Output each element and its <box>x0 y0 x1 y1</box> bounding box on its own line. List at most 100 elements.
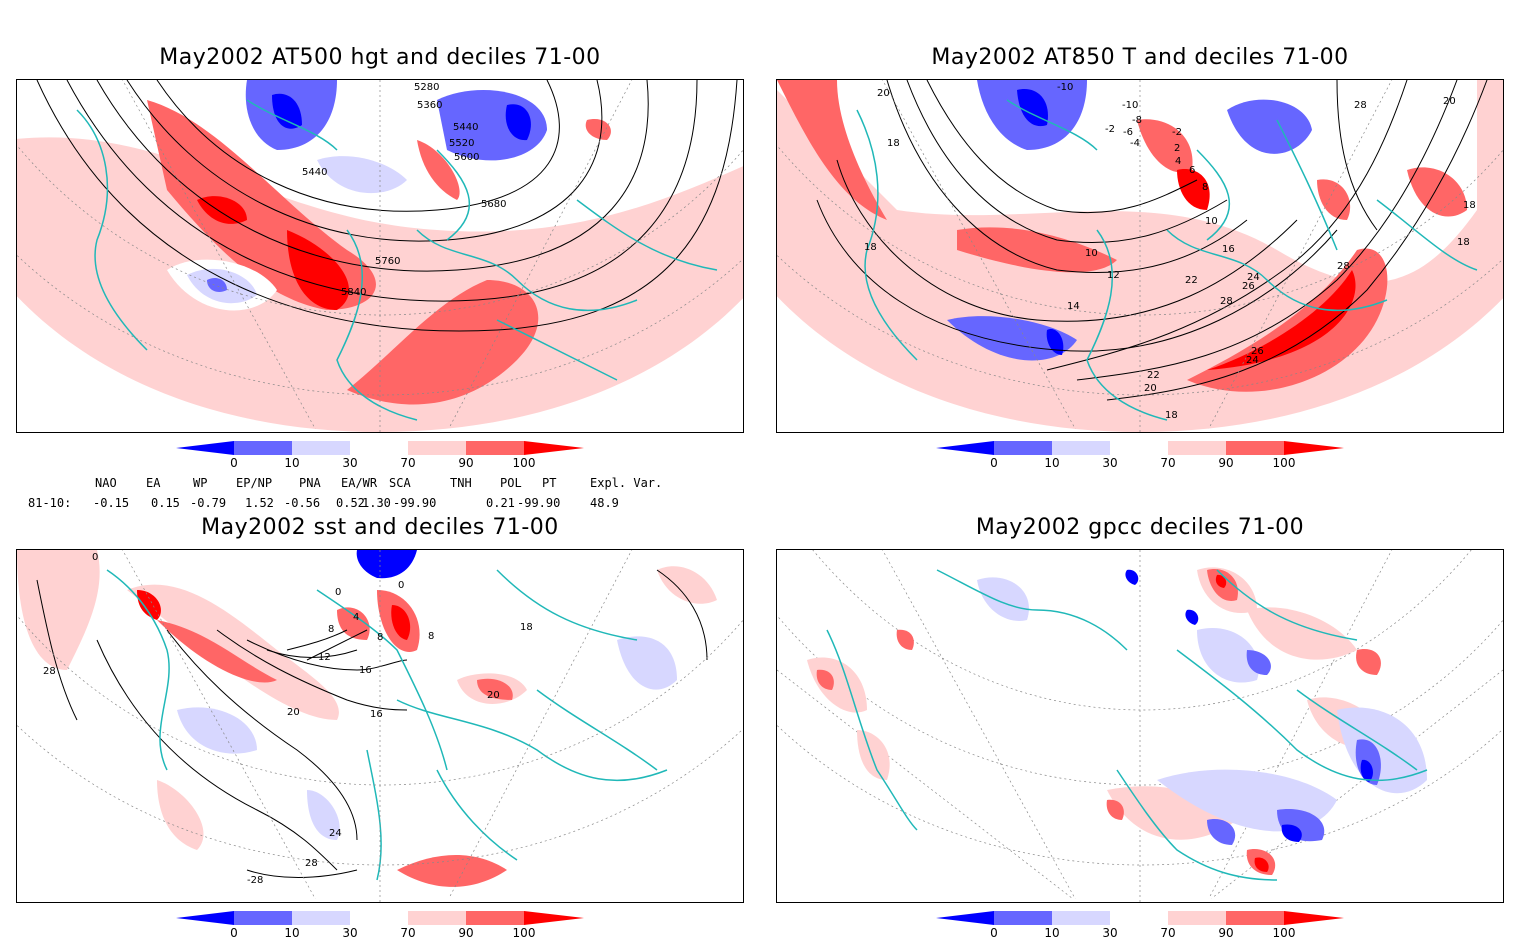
colorbar-segment <box>292 441 350 455</box>
colorbar-tick: 100 <box>512 456 536 470</box>
contour-label: 28 <box>1337 261 1350 272</box>
contour-label: -2 <box>1105 124 1115 135</box>
colorbar-tick: 70 <box>400 456 416 470</box>
index-row-label: 81-10: <box>28 496 72 510</box>
colorbar-segment <box>292 911 350 925</box>
index-header: SCA <box>389 476 411 490</box>
contour-label: 20 <box>1443 96 1456 107</box>
contour-label: 26 <box>1242 281 1255 292</box>
contour-label: 5280 <box>414 82 439 93</box>
contour-label: 6 <box>1189 165 1195 176</box>
contour-label: 18 <box>1457 237 1470 248</box>
contour-label: 16 <box>370 709 383 720</box>
contour-label: 14 <box>1067 301 1080 312</box>
colorbar-tick: 70 <box>1160 926 1176 940</box>
index-value: 1.30 <box>362 496 391 510</box>
contour-label: 0 <box>335 587 341 598</box>
index-value: -0.79 <box>190 496 227 510</box>
map-panel-sst: 0 0 0 4 8 8 8 12 16 16 20 20 24 28 28 -2… <box>16 549 744 903</box>
contour-label: 26 <box>1251 346 1264 357</box>
contour-label: 18 <box>864 242 877 253</box>
colorbar-gpcc: 0 10 30 70 90 100 <box>934 910 1354 950</box>
colorbar-segment <box>234 441 292 455</box>
contour-label: 24 <box>1246 355 1259 366</box>
map-panel-hgt: 5280 5360 5440 5520 5600 5440 5680 5760 … <box>16 79 744 433</box>
contour-label: 4 <box>353 612 359 623</box>
index-value: -99.90 <box>517 496 561 510</box>
contour-label: 28 <box>1354 100 1367 111</box>
colorbar-segment <box>936 441 994 455</box>
colorbar-tick: 100 <box>1272 926 1296 940</box>
contour-label: 20 <box>1144 383 1157 394</box>
index-header: TNH <box>450 476 472 490</box>
colorbar-segment <box>1284 441 1344 455</box>
colorbar-segment <box>176 441 234 455</box>
contour-label: -10 <box>1122 100 1138 111</box>
contour-label: 4 <box>1175 156 1181 167</box>
contour-label: 2 <box>1174 143 1180 154</box>
contour-label: 22 <box>1185 275 1198 286</box>
colorbar-tick: 0 <box>230 926 238 940</box>
index-value: 48.9 <box>590 496 619 510</box>
contour-label: 12 <box>1107 270 1120 281</box>
colorbar-segment <box>994 441 1052 455</box>
contour-label: 8 <box>428 631 434 642</box>
colorbar-tick: 30 <box>1102 456 1118 470</box>
colorbar-tick: 70 <box>400 926 416 940</box>
contour-label: 24 <box>1247 272 1260 283</box>
colorbar-segment <box>350 911 408 925</box>
index-value: -0.15 <box>93 496 130 510</box>
colorbar-segment <box>1284 911 1344 925</box>
colorbar-segment <box>524 911 584 925</box>
contour-label: 10 <box>1085 248 1098 259</box>
map-panel-t850: -10 -10 -8 -6 -2 -4 -2 2 4 6 8 10 16 18 … <box>776 79 1504 433</box>
index-header: NAO <box>95 476 117 490</box>
contour-label: -6 <box>1123 127 1133 138</box>
contour-label: 5680 <box>481 199 506 210</box>
index-header: PNA <box>299 476 321 490</box>
colorbar-segment <box>994 911 1052 925</box>
contour-label: 5600 <box>454 152 479 163</box>
colorbar-segment <box>466 441 524 455</box>
colorbar-hgt: 0 10 30 70 90 100 <box>174 440 594 480</box>
panel-title-sst: May2002 sst and deciles 71-00 <box>201 515 559 540</box>
contour-label: 18 <box>887 138 900 149</box>
contour-label: 20 <box>877 88 890 99</box>
index-header: EP/NP <box>236 476 273 490</box>
contour-label: 8 <box>328 624 334 635</box>
contour-label: -10 <box>1057 82 1073 93</box>
contour-label: 5760 <box>375 256 400 267</box>
colorbar-tick: 10 <box>284 456 300 470</box>
index-value: 0.21 <box>486 496 515 510</box>
index-header: PT <box>542 476 557 490</box>
contour-label: -2 <box>1172 127 1182 138</box>
index-header: WP <box>193 476 208 490</box>
contour-label: 18 <box>1165 410 1178 421</box>
colorbar-segment <box>234 911 292 925</box>
colorbar-tick: 90 <box>1218 456 1234 470</box>
contour-label: -8 <box>1132 115 1142 126</box>
contour-label: 28 <box>43 666 56 677</box>
colorbar-tick: 100 <box>512 926 536 940</box>
index-value: -99.90 <box>393 496 437 510</box>
colorbar-tick: 0 <box>990 456 998 470</box>
colorbar-segment <box>936 911 994 925</box>
contour-label: 5520 <box>449 138 474 149</box>
contour-label: 5440 <box>302 167 327 178</box>
colorbar-tick: 30 <box>342 926 358 940</box>
colorbar-tick: 10 <box>1044 926 1060 940</box>
contour-label: 0 <box>398 580 404 591</box>
index-table: NAO EA WP EP/NP PNA EA/WR SCA TNH POL PT… <box>0 476 700 512</box>
contour-label: 18 <box>520 622 533 633</box>
contour-label: -4 <box>1130 138 1140 149</box>
index-value: -0.56 <box>284 496 321 510</box>
colorbar-segment <box>1110 441 1168 455</box>
contour-label: 5360 <box>417 100 442 111</box>
index-value: 0.15 <box>151 496 180 510</box>
contour-label: 22 <box>1147 370 1160 381</box>
colorbar-tick: 30 <box>342 456 358 470</box>
index-value: 0.52 <box>336 496 365 510</box>
colorbar-t850: 0 10 30 70 90 100 <box>934 440 1354 480</box>
contour-label: 5440 <box>453 122 478 133</box>
contour-label: 20 <box>487 690 500 701</box>
